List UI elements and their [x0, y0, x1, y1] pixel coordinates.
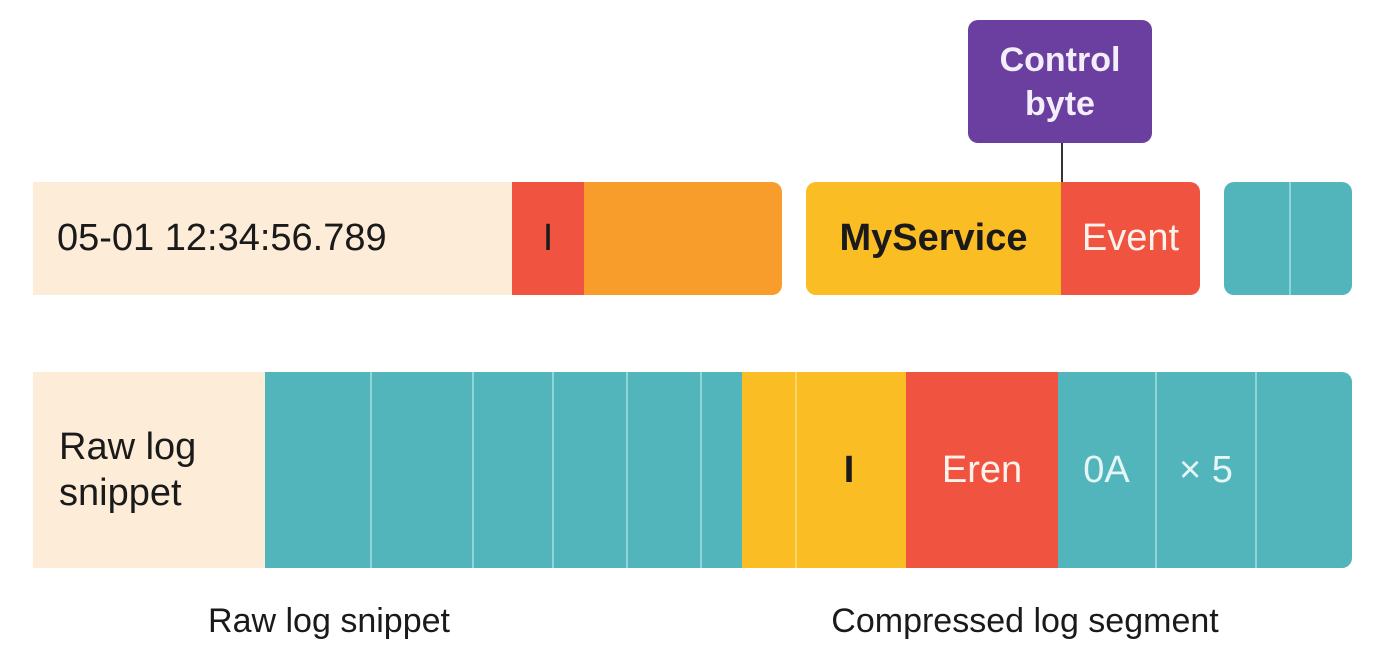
callout-line1: Control	[999, 40, 1121, 79]
raw-label-line1: Raw log	[59, 426, 197, 468]
level-block: I	[512, 182, 584, 295]
caption-raw: Raw log snippet	[208, 602, 450, 640]
divider	[1289, 182, 1291, 295]
divider	[626, 372, 628, 568]
divider	[552, 372, 554, 568]
level-text-row2: I	[843, 448, 855, 491]
yellow-segment: I	[742, 372, 906, 568]
teal-block-row1	[1224, 182, 1352, 295]
event-block: Event	[1061, 182, 1200, 295]
divider	[472, 372, 474, 568]
orange-block	[584, 182, 782, 295]
eren-text: Eren	[941, 448, 1023, 491]
timestamp-block: 05-01 12:34:56.789	[33, 182, 512, 295]
repeat-text: × 5	[1179, 448, 1233, 491]
raw-label-block: Raw log snippet	[33, 372, 265, 568]
divider	[370, 372, 372, 568]
service-block: MyService	[806, 182, 1061, 295]
teal-segment-right	[1058, 372, 1352, 568]
raw-label-line2: snippet	[59, 472, 182, 514]
hex-text: 0A	[1083, 448, 1130, 491]
hex-cell: 0A	[1058, 372, 1155, 568]
divider	[795, 372, 797, 568]
control-byte-callout: Control byte	[968, 20, 1152, 143]
teal-segment-left	[265, 372, 742, 568]
divider	[700, 372, 702, 568]
caption-compressed: Compressed log segment	[831, 602, 1219, 640]
event-text: Event	[1081, 217, 1180, 259]
timestamp-text: 05-01 12:34:56.789	[57, 217, 387, 259]
service-text: MyService	[839, 217, 1028, 259]
level-text: I	[542, 217, 554, 259]
callout-line2: byte	[1025, 84, 1095, 123]
callout-connector	[1061, 143, 1063, 183]
divider	[1155, 372, 1157, 568]
red-segment: Eren	[906, 372, 1058, 568]
repeat-cell: × 5	[1157, 372, 1255, 568]
divider	[1255, 372, 1257, 568]
